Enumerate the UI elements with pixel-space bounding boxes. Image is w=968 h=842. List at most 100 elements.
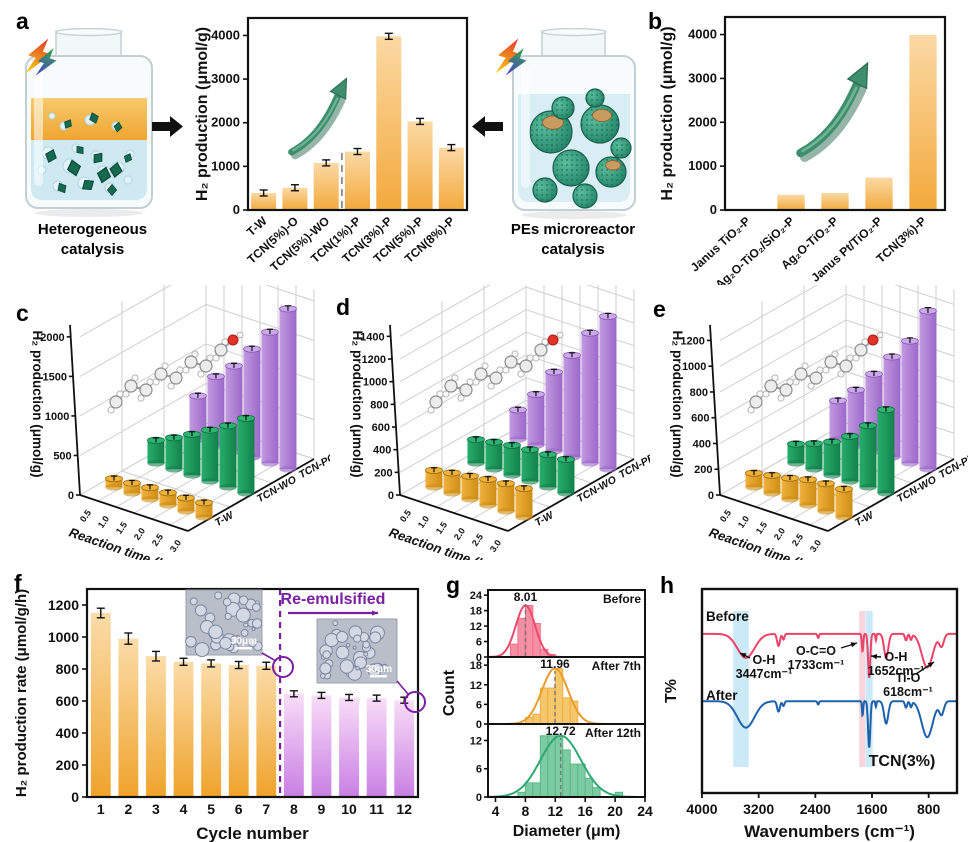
y-tick-label: 800 xyxy=(690,387,708,399)
y-tick-label: 2000 xyxy=(40,332,64,344)
c-atom xyxy=(519,359,533,373)
bar xyxy=(256,665,277,797)
c-atom xyxy=(109,395,123,409)
c-atom xyxy=(474,367,488,381)
droplet xyxy=(335,645,350,660)
hist-bar xyxy=(592,787,601,798)
x-axis xyxy=(719,494,829,532)
droplet xyxy=(322,650,331,659)
x-tick-label: 2.0 xyxy=(132,526,147,542)
bar3d-base xyxy=(485,466,503,473)
jar-shadow xyxy=(521,211,627,219)
y-tick-label: 400 xyxy=(56,725,80,741)
panel-label-h: h xyxy=(660,572,675,598)
y-tick-label: 2000 xyxy=(211,115,240,130)
bar xyxy=(394,700,415,797)
y-tick-label: 1200 xyxy=(48,597,79,613)
droplet xyxy=(185,636,197,648)
y-tick-label: 0 xyxy=(476,792,482,804)
annotation-text: O-C=O xyxy=(796,644,836,658)
bar3d-body xyxy=(201,429,219,482)
y-tick-label: 24 xyxy=(470,590,483,602)
droplet xyxy=(251,618,263,629)
bar3d-base xyxy=(901,460,919,467)
heterogeneous-jar-illustration xyxy=(25,28,153,217)
y-axis xyxy=(69,324,81,496)
highlight-band xyxy=(865,611,873,767)
catalyst-particle xyxy=(81,179,95,191)
bar3d-base xyxy=(479,502,497,509)
annotation-text: 1733cm⁻¹ xyxy=(788,658,845,672)
jar-shadow xyxy=(35,209,143,217)
bar3d-base xyxy=(279,466,297,473)
janus-face xyxy=(592,108,612,123)
x-tick-label: 9 xyxy=(318,801,326,817)
hist-bar xyxy=(524,782,534,798)
janus-face xyxy=(542,115,564,130)
janus-face xyxy=(605,159,621,171)
y-axis-label: H₂ production (μmol/g) xyxy=(350,331,365,478)
bar3d-base xyxy=(581,460,599,467)
h-atom xyxy=(182,366,190,374)
bar3d-body xyxy=(497,483,515,512)
bar3d-body xyxy=(841,436,859,482)
y-tick-label: 400 xyxy=(693,438,711,450)
bar3d-base xyxy=(147,460,165,467)
emulsion-droplet xyxy=(48,112,56,120)
y-axis-label: H₂ production (μmol/g) xyxy=(659,26,676,200)
microsphere-texture xyxy=(552,97,574,119)
hist-bar xyxy=(517,617,526,658)
catalyst-particle xyxy=(57,182,67,194)
x-tick-label: 3.0 xyxy=(808,538,823,554)
y-tick-label: 12 xyxy=(470,680,482,692)
bar3d-base xyxy=(841,478,859,485)
y-tick-label: 4000 xyxy=(211,27,240,42)
bar3d-base xyxy=(823,472,841,479)
c-atom xyxy=(139,383,153,397)
annotation-circle xyxy=(404,691,426,713)
scale-label: 30μm xyxy=(366,664,392,675)
h-atom xyxy=(167,382,175,390)
bar xyxy=(282,187,308,210)
y-tick-label: 1500 xyxy=(43,371,67,383)
droplet xyxy=(189,597,198,606)
y-axis-label: H₂ production (μmol/g) xyxy=(194,27,211,201)
bar3d-body xyxy=(261,332,279,464)
h-atom xyxy=(517,370,525,378)
h-atom xyxy=(747,406,755,414)
bar3d-base xyxy=(159,502,177,509)
panel-a-bar-chart: 01000200030004000T-WTCN(5%)-OTCN(5%)-WOT… xyxy=(194,16,469,274)
panel-label-e: e xyxy=(653,296,666,322)
x-tick-label: 1600 xyxy=(856,801,887,817)
catalyst-particle xyxy=(64,119,72,129)
re-emulsified-label: Re-emulsified xyxy=(281,591,386,608)
x-tick-label: 0.5 xyxy=(398,508,413,524)
x-tick-label: 2.5 xyxy=(150,532,165,548)
bar3d-body xyxy=(545,371,563,452)
droplet xyxy=(194,642,210,658)
bar3d-base xyxy=(425,484,443,491)
bar3d-body xyxy=(823,441,841,476)
growth-arrow xyxy=(288,77,348,160)
o-atom xyxy=(547,334,559,346)
molecule-illustration xyxy=(747,331,884,414)
annotation-text: 618cm⁻¹ xyxy=(883,685,933,699)
bar3d-base xyxy=(123,490,141,497)
bar3d-base xyxy=(467,460,485,467)
highlight-band xyxy=(859,611,866,767)
y-tick-label: 12 xyxy=(470,735,482,747)
bar xyxy=(90,613,111,797)
bar3d-body xyxy=(901,340,919,464)
bar3d-base xyxy=(201,478,219,485)
mean-value-label: 11.96 xyxy=(540,657,570,671)
y-tick-label: 200 xyxy=(694,464,712,476)
x-tick-label: 24 xyxy=(637,803,653,819)
spectrum-curve xyxy=(702,700,957,748)
y-tick-label: 0 xyxy=(68,490,74,502)
lightning-bolt xyxy=(495,38,527,76)
y-tick-label: 18 xyxy=(470,606,482,618)
x-tick-label: 2.5 xyxy=(790,532,805,548)
y-axis-label: H₂ production rate (μmol/g/h) xyxy=(13,589,30,797)
